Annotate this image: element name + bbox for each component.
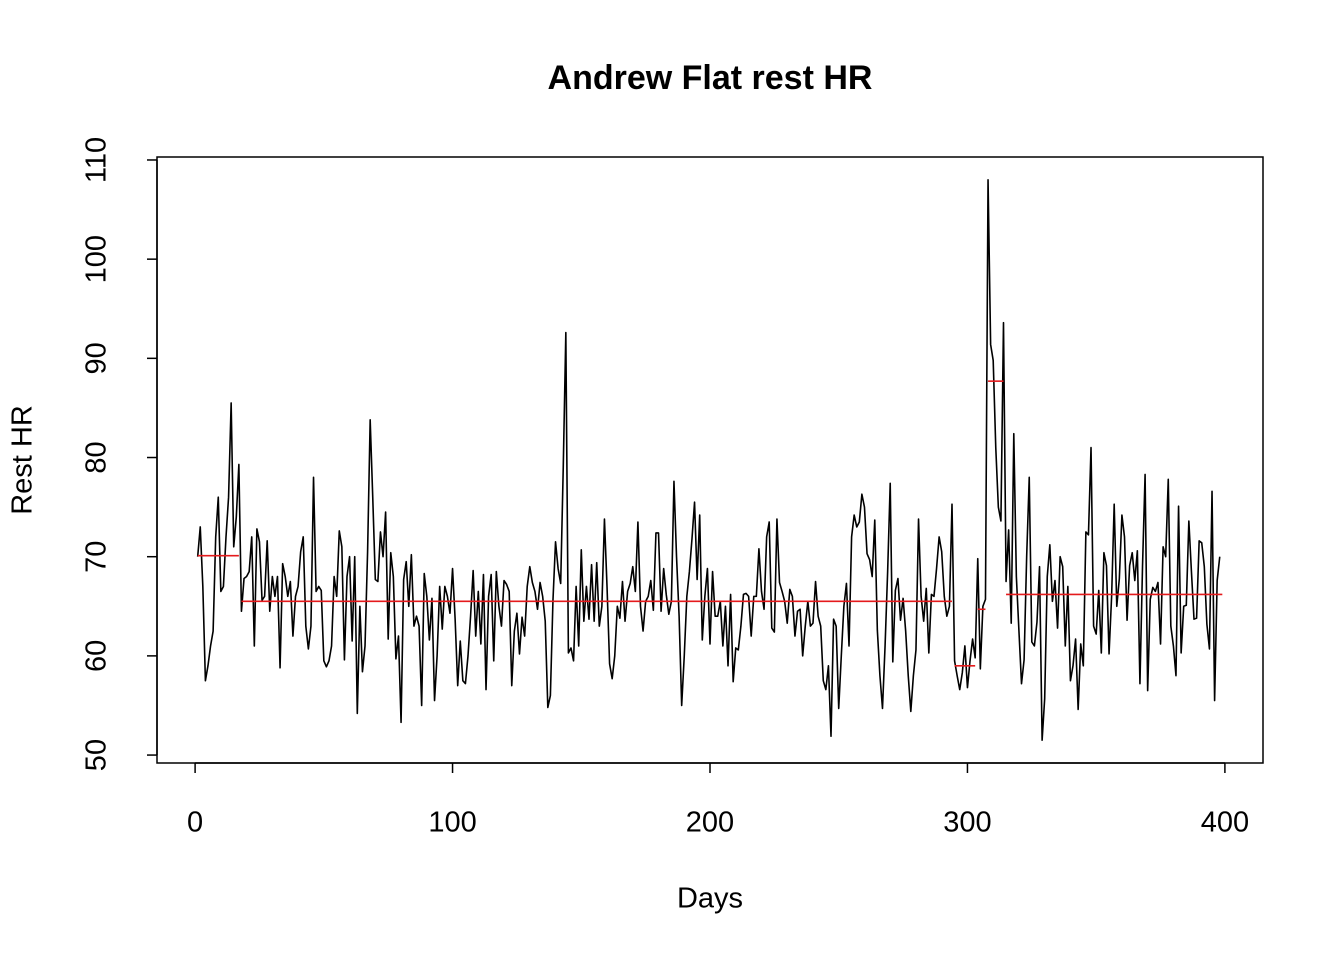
x-tick-label: 300 [943,807,991,839]
y-tick-label: 50 [81,739,113,771]
x-axis-label: Days [677,883,743,915]
x-tick-label: 0 [187,807,203,839]
y-tick-label: 70 [81,541,113,573]
y-tick-label: 100 [81,235,113,283]
y-axis-label: Rest HR [7,405,39,515]
x-tick-label: 100 [428,807,476,839]
data-line [196,179,1221,741]
y-tick-label: 60 [81,640,113,672]
chart-title: Andrew Flat rest HR [548,59,873,97]
y-tick-label: 80 [81,441,113,473]
x-tick-label: 200 [686,807,734,839]
plot-frame [156,156,1264,764]
y-tick-label: 110 [81,137,113,183]
y-tick-label: 90 [81,342,113,374]
x-tick-label: 400 [1201,807,1249,839]
